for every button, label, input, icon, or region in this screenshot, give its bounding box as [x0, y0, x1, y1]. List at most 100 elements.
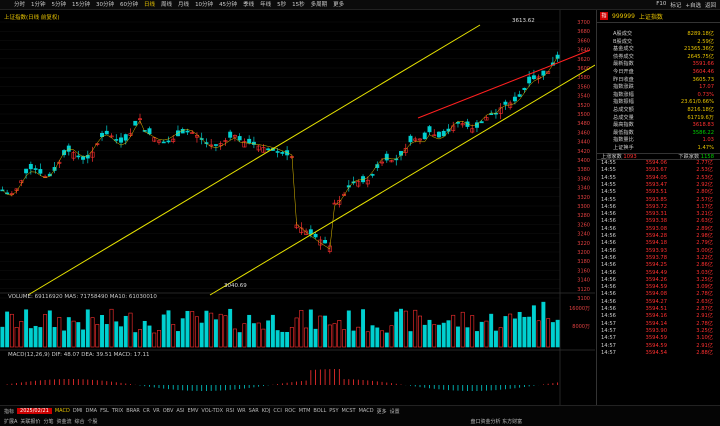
extension-tab[interactable]: 扩展A [4, 418, 18, 425]
volume-bar [289, 327, 294, 348]
index-badge: 指 [600, 12, 608, 20]
volume-bar [508, 313, 513, 348]
volume-bar [470, 315, 475, 348]
indicator-tab[interactable]: VR [152, 408, 160, 414]
indicator-tab[interactable]: CCI [273, 408, 282, 414]
indicator-tab[interactable]: BRAR [126, 408, 140, 414]
indicator-tab[interactable]: 指标 [4, 408, 15, 415]
tick-cell: 3.22亿 [696, 254, 713, 261]
indicator-tab[interactable]: 设置 [389, 408, 400, 415]
price-tick-label: 3460 [577, 130, 590, 136]
indicator-tab[interactable]: BOLL [313, 408, 327, 414]
period-tab[interactable]: 分时 [14, 1, 26, 8]
period-tab[interactable]: 5秒 [277, 1, 287, 8]
period-tab[interactable]: 5分钟 [51, 1, 67, 8]
volume-bar [512, 318, 517, 348]
toolbar-button[interactable]: 返回 [704, 2, 716, 9]
volume-bar [66, 317, 71, 348]
volume-bar [403, 310, 408, 348]
indicator-tab[interactable]: WR [237, 408, 246, 414]
tick-cell: 3593.47 [645, 181, 667, 188]
tick-list[interactable]: 14:55 3594.06 2.77亿 14:55 3593.67 2.53亿 14:55 3… [597, 160, 720, 357]
candle [441, 130, 446, 137]
period-tab[interactable]: 15分钟 [72, 1, 91, 8]
volume-bar [62, 330, 67, 348]
volume-bar [536, 320, 541, 348]
period-tab[interactable]: 15秒 [292, 1, 305, 8]
period-tab[interactable]: 60分钟 [120, 1, 139, 8]
volume-bar [213, 319, 218, 348]
period-tab[interactable]: 年线 [260, 1, 272, 8]
period-tab[interactable]: 多周期 [310, 1, 328, 8]
extension-tab[interactable]: 分笔 [43, 418, 54, 425]
volume-bar [266, 320, 271, 348]
extension-tab[interactable]: 个股 [87, 418, 98, 425]
tick-cell: 3594.06 [645, 160, 667, 167]
indicator-tab[interactable]: MCST [341, 408, 356, 414]
period-tab[interactable]: 月线 [178, 1, 190, 8]
volume-bar [517, 311, 522, 348]
indicator-tab[interactable]: MTM [298, 408, 311, 414]
volume-bar [527, 316, 532, 348]
indicator-tab[interactable]: DMI [72, 408, 83, 414]
indicator-tab[interactable]: MACD [54, 408, 70, 414]
volume-bar [318, 315, 323, 348]
toolbar-button[interactable]: F10 [656, 0, 667, 7]
date-cursor-badge: 2025/02/21 [17, 408, 52, 414]
price-tick-label: 3660 [577, 38, 590, 44]
indicator-tab[interactable]: MACD [358, 408, 374, 414]
tick-cell: 3.25亿 [696, 327, 713, 334]
extension-tab[interactable]: 综合 [74, 418, 85, 425]
stat-label: 总成交量 [613, 114, 634, 121]
indicator-tab[interactable]: TRIX [111, 408, 124, 414]
candle [370, 174, 375, 176]
candle [403, 147, 408, 153]
indicator-tab[interactable]: PSY [329, 408, 339, 414]
indicator-tab[interactable]: ROC [284, 408, 296, 414]
toolbar-button[interactable]: +自选 [685, 2, 701, 9]
tick-cell: 14:56 [601, 298, 616, 305]
indicator-tab[interactable]: SAR [248, 408, 259, 414]
period-tab[interactable]: 30分钟 [96, 1, 115, 8]
period-tab[interactable]: 10分钟 [195, 1, 214, 8]
stat-value: 3618.83 [692, 122, 714, 129]
candle [119, 137, 123, 143]
indicator-tab[interactable]: DMA [85, 408, 98, 414]
volume-bar [465, 327, 470, 348]
volume-bar [24, 309, 29, 348]
extension-tab[interactable]: 关联报价 [20, 418, 41, 425]
period-tab[interactable]: 日线 [144, 1, 156, 8]
tick-cell: 3.09亿 [696, 284, 713, 291]
toolbar-button[interactable]: 标记 [670, 2, 682, 9]
volume-bar [133, 332, 138, 348]
indicator-tab[interactable]: RSI [226, 408, 235, 414]
volume-bar [209, 312, 214, 348]
indicator-tab[interactable]: EMV [187, 408, 199, 414]
volume-bar [498, 327, 503, 348]
indicator-tab[interactable]: 更多 [376, 408, 387, 415]
period-tab[interactable]: 周线 [161, 1, 173, 8]
volume-bar [394, 311, 399, 348]
volume-bar [503, 316, 508, 348]
price-tick-label: 3120 [577, 287, 590, 293]
volume-legend: VOLUME: 69116920 MA5: 71758490 MA10: 610… [8, 294, 157, 300]
tick-row: 14:55 3593.85 2.57亿 [597, 197, 720, 204]
volume-bar [384, 332, 389, 348]
volume-bar [194, 316, 199, 348]
indicator-tab[interactable]: FSL [100, 408, 109, 414]
tick-cell: 14:56 [601, 203, 616, 210]
period-tab[interactable]: 45分钟 [219, 1, 238, 8]
volume-bar [180, 318, 185, 348]
indicator-tab[interactable]: KDJ [261, 408, 271, 414]
indicator-tab[interactable]: OBV [162, 408, 174, 414]
period-tab[interactable]: 季线 [243, 1, 255, 8]
indicator-tab[interactable]: CR [142, 408, 150, 414]
extension-tab[interactable]: 资金流 [56, 418, 72, 425]
quote-stat-row: 最新指数 3591.66 [597, 61, 720, 69]
price-tick-label: 3260 [577, 222, 590, 228]
indicator-tab[interactable]: ASI [176, 408, 185, 414]
kline-chart[interactable]: 3700 3680 3660 3640 3620 3600 3580 3560 3540 3520… [0, 10, 595, 413]
indicator-tab[interactable]: VOL-TDX [201, 408, 224, 414]
period-tab[interactable]: 更多 [333, 1, 345, 8]
period-tab[interactable]: 1分钟 [31, 1, 46, 8]
